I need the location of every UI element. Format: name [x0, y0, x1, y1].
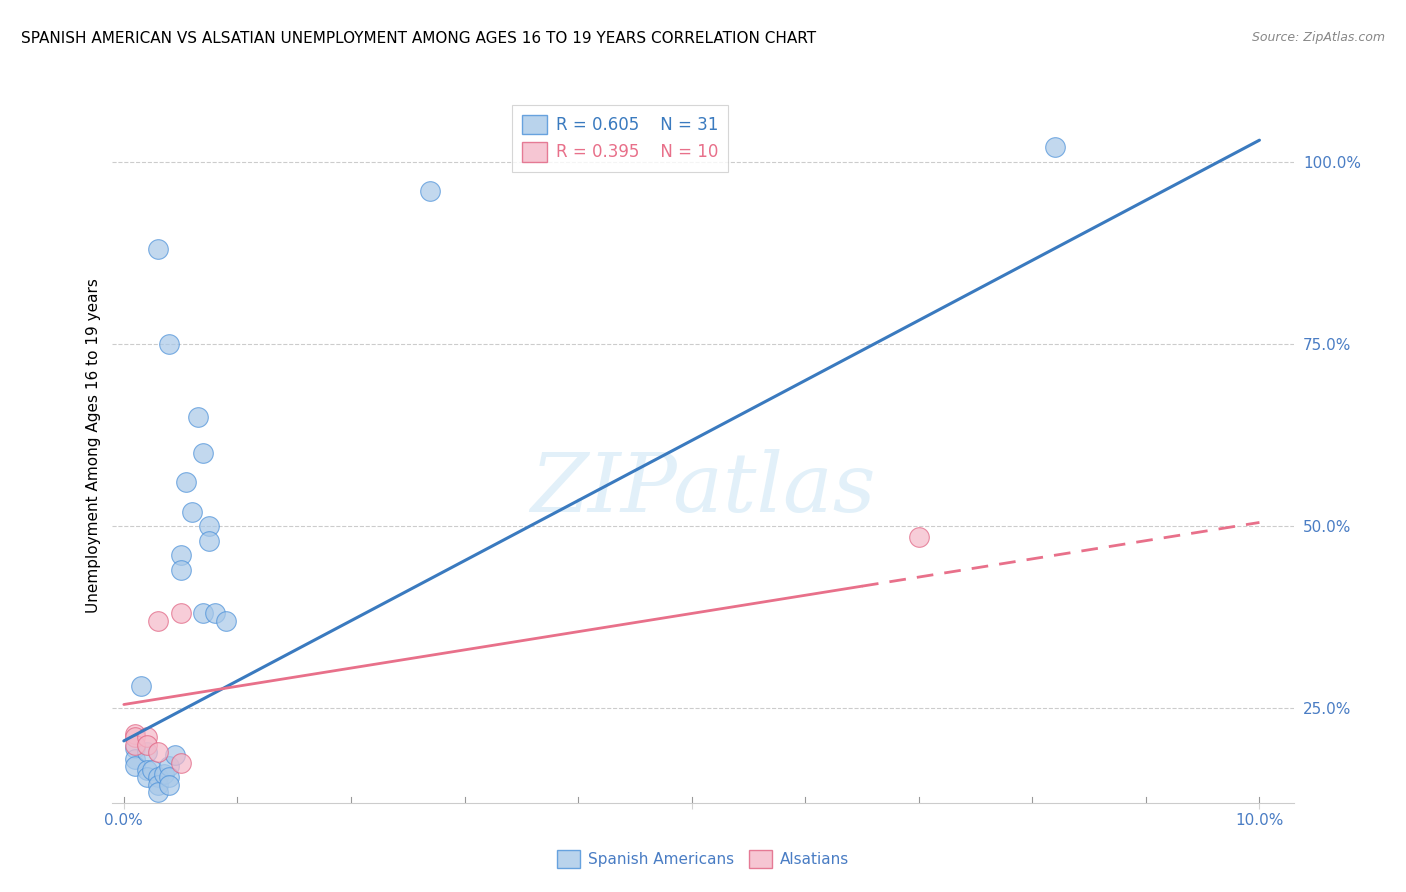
Text: SPANISH AMERICAN VS ALSATIAN UNEMPLOYMENT AMONG AGES 16 TO 19 YEARS CORRELATION : SPANISH AMERICAN VS ALSATIAN UNEMPLOYMEN… [21, 31, 817, 46]
Point [174, 475, 197, 490]
Point [146, 614, 169, 628]
Point [135, 738, 157, 752]
Legend: Spanish Americans, Alsatians: Spanish Americans, Alsatians [548, 841, 858, 877]
Point [146, 785, 169, 799]
Point [169, 548, 191, 562]
Point [157, 759, 180, 773]
Point [129, 679, 152, 693]
Point [204, 607, 226, 621]
Point [124, 726, 146, 740]
Point [198, 519, 221, 533]
Y-axis label: Unemployment Among Ages 16 to 19 years: Unemployment Among Ages 16 to 19 years [86, 278, 101, 614]
Point [135, 763, 157, 777]
Point [124, 731, 146, 745]
Point [157, 770, 180, 784]
Point [146, 243, 169, 257]
Point [135, 745, 157, 759]
Point [146, 778, 169, 792]
Point [169, 563, 191, 577]
Point [181, 504, 204, 518]
Point [907, 530, 929, 544]
Point [124, 759, 146, 773]
Point [124, 752, 146, 766]
Point [141, 763, 163, 777]
Point [215, 614, 238, 628]
Point [187, 409, 209, 424]
Point [152, 766, 174, 780]
Point [169, 756, 191, 770]
Point [419, 184, 441, 198]
Point [163, 748, 186, 763]
Text: ZIPatlas: ZIPatlas [530, 449, 876, 529]
Point [124, 738, 146, 752]
Point [193, 607, 215, 621]
Point [146, 745, 169, 759]
Point [169, 607, 191, 621]
Point [146, 770, 169, 784]
Point [135, 770, 157, 784]
Point [1043, 140, 1066, 154]
Point [135, 731, 157, 745]
Point [193, 446, 215, 460]
Point [198, 533, 221, 548]
Text: Source: ZipAtlas.com: Source: ZipAtlas.com [1251, 31, 1385, 45]
Point [124, 741, 146, 756]
Point [157, 337, 180, 351]
Point [157, 778, 180, 792]
